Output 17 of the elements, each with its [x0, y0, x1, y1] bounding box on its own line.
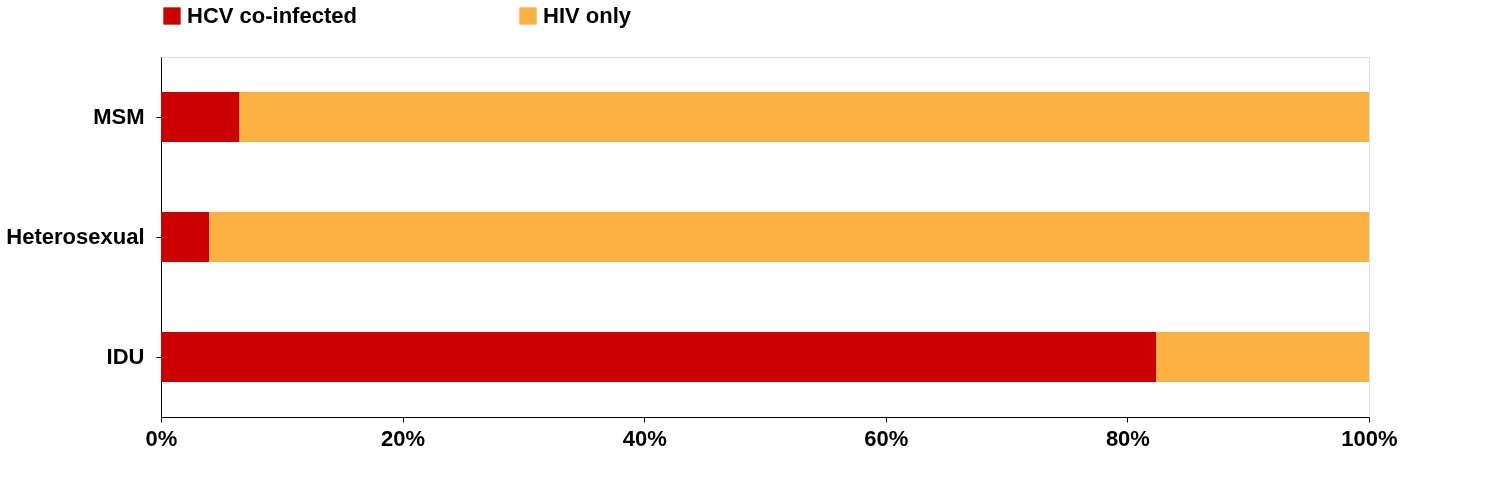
y-tick-label: MSM: [93, 104, 145, 129]
bar: [161, 212, 210, 262]
bar: [161, 92, 240, 142]
x-tick-label: 100%: [1341, 425, 1398, 451]
x-tick-label: 0%: [145, 425, 178, 451]
bar: [1156, 332, 1369, 382]
legend-label: HCV co-infected: [187, 3, 357, 28]
legend-label: HIV only: [543, 3, 632, 28]
x-tick-label: 20%: [381, 425, 426, 451]
bar: [161, 332, 1157, 382]
x-tick-label: 60%: [864, 425, 909, 451]
x-tick-label: 40%: [622, 425, 667, 451]
bar: [209, 212, 1369, 262]
x-tick-label: 80%: [1105, 425, 1150, 451]
bar: [239, 92, 1369, 142]
y-tick-label: Heterosexual: [6, 224, 145, 249]
y-tick-label: IDU: [106, 344, 145, 369]
